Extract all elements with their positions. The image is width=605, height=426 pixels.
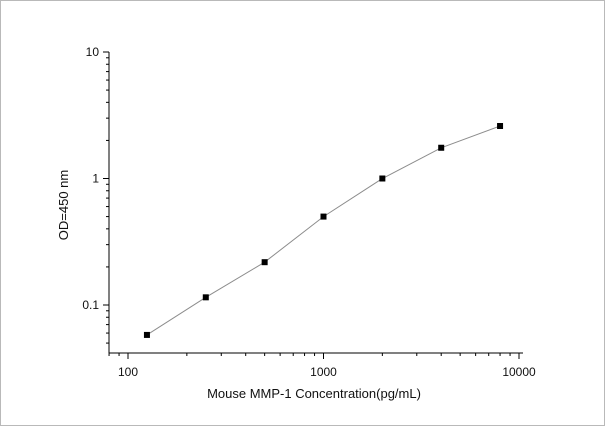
- data-point: [202, 294, 209, 301]
- data-point: [379, 175, 386, 182]
- y-tick-label: 0.1: [82, 298, 99, 312]
- ticks: [103, 51, 520, 359]
- axes: [108, 52, 523, 354]
- tick-labels: 100 1000 10000 0.1 1 10: [82, 45, 536, 379]
- series: [143, 123, 504, 338]
- x-tick-label: 10000: [502, 365, 536, 379]
- y-tick-label: 10: [86, 45, 100, 59]
- data-point: [438, 144, 445, 151]
- x-tick-label: 1000: [310, 365, 337, 379]
- data-point: [497, 123, 504, 130]
- data-point: [261, 259, 268, 266]
- y-axis-title: OD=450 nm: [56, 170, 71, 240]
- x-axis-title: Mouse MMP-1 Concentration(pg/mL): [207, 386, 421, 401]
- data-point: [320, 213, 327, 220]
- data-point: [143, 331, 150, 338]
- y-tick-label: 1: [92, 172, 99, 186]
- series-line: [146, 125, 501, 336]
- x-tick-label: 100: [118, 365, 138, 379]
